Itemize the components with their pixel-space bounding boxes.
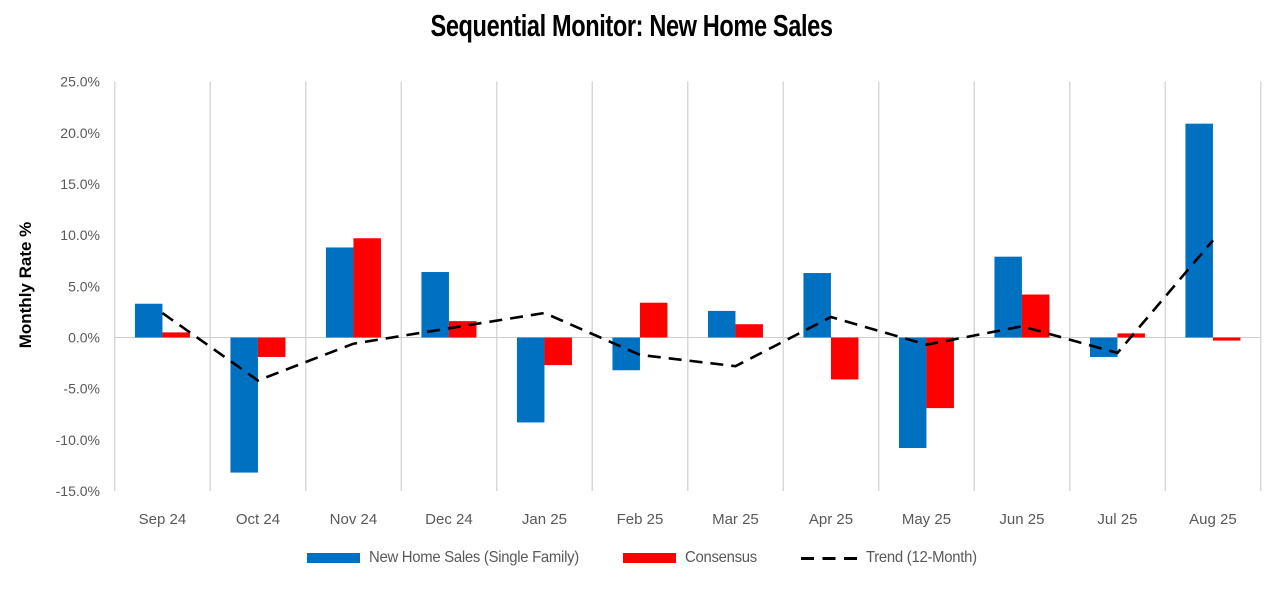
x-axis-category-labels: Sep 24 Oct 24 Nov 24 Dec 24 Jan 25 Feb 25 Mar … [139, 511, 1237, 528]
bar[interactable] [516, 337, 545, 423]
legend-item-new-home-sales[interactable]: New Home Sales (Single Family) [306, 549, 579, 567]
svg-text:Nov 24: Nov 24 [330, 511, 378, 528]
svg-text:5.0%: 5.0% [68, 278, 100, 294]
svg-text:Feb 25: Feb 25 [617, 511, 664, 528]
bar[interactable] [544, 337, 572, 366]
bars-consensus[interactable] [162, 238, 1241, 409]
chart-title-text: Sequential Monitor: New Home Sales [430, 8, 834, 43]
bar[interactable] [994, 256, 1022, 338]
bar[interactable] [230, 337, 258, 473]
bar[interactable] [830, 337, 859, 380]
svg-text:Jul 25: Jul 25 [1097, 511, 1137, 528]
legend-item-trend[interactable]: Trend (12-Month) [800, 549, 977, 567]
svg-text:Mar 25: Mar 25 [712, 511, 759, 528]
svg-text:May 25: May 25 [902, 511, 951, 528]
black-dash-swatch-icon [800, 556, 857, 560]
bar[interactable] [898, 337, 927, 449]
bar[interactable] [325, 247, 354, 338]
svg-text:0.0%: 0.0% [68, 330, 100, 346]
red-bar-swatch-icon [622, 553, 676, 563]
bar[interactable] [1185, 123, 1213, 338]
bar[interactable] [803, 273, 831, 338]
svg-text:20.0%: 20.0% [60, 125, 100, 141]
bar[interactable] [735, 324, 763, 338]
bar[interactable] [707, 310, 736, 338]
bar[interactable] [134, 303, 163, 338]
svg-text:Dec 24: Dec 24 [425, 511, 473, 528]
svg-text:-15.0%: -15.0% [56, 483, 100, 499]
legend-label-new-home-sales: New Home Sales (Single Family) [368, 549, 579, 566]
bar[interactable] [162, 332, 190, 338]
blue-bar-swatch-icon [306, 553, 360, 563]
svg-text:Jun 25: Jun 25 [999, 511, 1044, 528]
bar[interactable] [926, 337, 954, 409]
bar[interactable] [1212, 337, 1241, 341]
bar[interactable] [421, 272, 449, 338]
svg-text:15.0%: 15.0% [60, 176, 100, 192]
svg-text:Aug 25: Aug 25 [1189, 511, 1237, 528]
svg-text:Apr 25: Apr 25 [809, 511, 853, 528]
legend-label-consensus: Consensus [684, 549, 757, 566]
chart-legend: New Home Sales (Single Family) Consensus… [0, 549, 1283, 567]
vertical-gridlines [114, 81, 1262, 491]
y-axis-tick-labels: 25.0% 20.0% 15.0% 10.0% 5.0% 0.0% -5.0% -10.0% -… [56, 74, 100, 499]
svg-text:10.0%: 10.0% [60, 227, 100, 243]
bar[interactable] [353, 238, 381, 338]
trend-line[interactable] [161, 239, 1214, 382]
bar[interactable] [257, 337, 286, 357]
svg-text:25.0%: 25.0% [60, 74, 100, 90]
svg-text:-10.0%: -10.0% [56, 432, 100, 448]
legend-item-consensus[interactable]: Consensus [622, 549, 757, 567]
bar[interactable] [639, 302, 668, 338]
svg-text:-5.0%: -5.0% [63, 381, 100, 397]
chart-title: Sequential Monitor: New Home Sales [0, 8, 1264, 44]
svg-text:Jan 25: Jan 25 [522, 511, 567, 528]
bars-new-home-sales[interactable] [134, 123, 1213, 473]
svg-text:Oct 24: Oct 24 [236, 511, 280, 528]
legend-label-trend: Trend (12-Month) [865, 549, 977, 566]
svg-text:Sep 24: Sep 24 [139, 511, 187, 528]
